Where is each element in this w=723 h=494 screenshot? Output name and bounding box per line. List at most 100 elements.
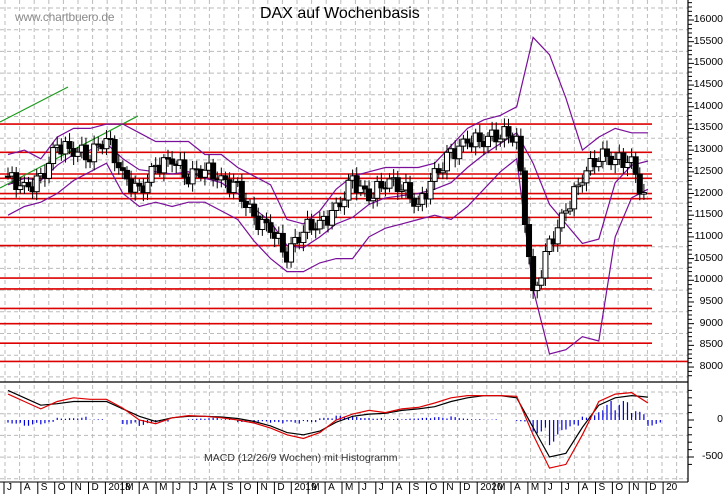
price-tick-label: 10500 — [693, 251, 723, 264]
candle-up — [91, 143, 98, 163]
candle-down — [632, 156, 639, 175]
candle-down — [378, 180, 385, 189]
time-tick-label: D — [649, 482, 657, 493]
candle-up — [431, 168, 438, 182]
candle-down — [517, 135, 524, 172]
grid-lines — [0, 0, 688, 482]
time-tick-label: O — [243, 482, 252, 493]
candle-up — [538, 277, 545, 286]
candle-up — [316, 219, 323, 230]
price-tick-label: 11500 — [694, 208, 723, 221]
macd-label: MACD (12/26/9 Wochen) mit Histogramm — [204, 452, 398, 464]
candle-up — [132, 182, 139, 193]
candle-up — [575, 184, 582, 188]
candle-down — [263, 218, 270, 224]
candle-down — [493, 129, 500, 143]
time-tick-label: N — [260, 482, 268, 493]
time-tick-label: M — [125, 482, 134, 493]
candle-up — [148, 166, 155, 183]
price-tick-label: 14500 — [693, 78, 723, 91]
candle-down — [530, 256, 537, 292]
candle-up — [554, 227, 561, 245]
time-tick-label: S — [598, 482, 606, 493]
time-tick-label: S — [226, 482, 234, 493]
candle-up — [374, 180, 381, 199]
candle-up — [5, 175, 11, 178]
price-tick-label: 12000 — [693, 186, 723, 199]
time-tick-label: A — [142, 482, 149, 493]
candle-down — [279, 232, 286, 253]
candle-down — [411, 197, 418, 207]
price-tick-label: 11000 — [694, 229, 723, 242]
candle-up — [571, 186, 578, 210]
candle-up — [583, 170, 590, 184]
band-upper — [7, 36, 648, 225]
candle-down — [181, 159, 188, 178]
candle-down — [136, 182, 143, 187]
candle-down — [394, 177, 401, 192]
time-tick-label: J — [7, 482, 12, 493]
time-tick-label: 20 — [666, 482, 678, 493]
candle-down — [66, 141, 73, 149]
candle-down — [107, 138, 114, 141]
candle-down — [620, 152, 627, 168]
candle-up — [595, 160, 602, 168]
signal-line — [7, 391, 649, 469]
time-tick-label: J — [361, 482, 367, 493]
candle-up — [443, 151, 450, 172]
time-tick-label: D — [91, 482, 99, 493]
time-tick-label: M — [345, 482, 354, 493]
candle-down — [25, 182, 32, 188]
watermark: www.chartbuero.de — [15, 10, 115, 24]
candle-up — [46, 163, 53, 179]
macd-tick-label: 0 — [717, 413, 723, 425]
time-tick-label: M — [159, 482, 168, 493]
time-tick-label: O — [615, 482, 624, 493]
time-tick-label: 2019 — [294, 482, 317, 493]
time-tick-label: A — [209, 482, 217, 493]
candle-up — [345, 179, 352, 201]
candle-down — [238, 180, 245, 202]
candle-up — [456, 145, 463, 160]
price-tick-label: 12500 — [693, 164, 723, 177]
candle-down — [476, 132, 483, 142]
candle-up — [74, 151, 81, 157]
candle-up — [103, 138, 110, 150]
candle-up — [542, 250, 549, 279]
candle-down — [169, 158, 176, 165]
price-tick-label: 8000 — [699, 360, 723, 373]
price-tick-label: 9500 — [699, 294, 723, 307]
candle-up — [33, 175, 40, 193]
candle-down — [603, 148, 610, 157]
time-tick-label: O — [429, 482, 438, 493]
time-tick-label: M — [530, 482, 540, 493]
time-tick-label: J — [378, 482, 384, 493]
candle-down — [361, 185, 368, 190]
time-tick-label: A — [514, 482, 521, 493]
candlesticks — [5, 118, 647, 299]
candle-down — [407, 182, 414, 199]
candle-down — [353, 175, 360, 194]
price-tick-label: 8500 — [699, 338, 723, 351]
candle-up — [624, 162, 631, 168]
time-tick-label: N — [74, 482, 82, 493]
candle-up — [160, 157, 167, 174]
candle-down — [222, 175, 229, 181]
candle-up — [558, 212, 565, 229]
time-tick-label: A — [581, 482, 589, 493]
candle-up — [567, 208, 574, 212]
candle-up — [386, 178, 393, 189]
price-tick-label: 13500 — [693, 121, 723, 134]
candle-down — [165, 157, 171, 160]
time-tick-label: M — [497, 482, 506, 493]
candle-down — [521, 170, 528, 226]
band-lower — [7, 157, 649, 355]
candle-up — [341, 199, 348, 208]
time-tick-label: J — [192, 482, 198, 493]
price-tick-label: 14000 — [693, 99, 723, 112]
candle-up — [534, 284, 541, 292]
candle-down — [82, 144, 89, 161]
chart-title: DAX auf Wochenbasis — [260, 5, 420, 22]
candle-up — [562, 210, 569, 214]
candle-down — [464, 138, 471, 144]
